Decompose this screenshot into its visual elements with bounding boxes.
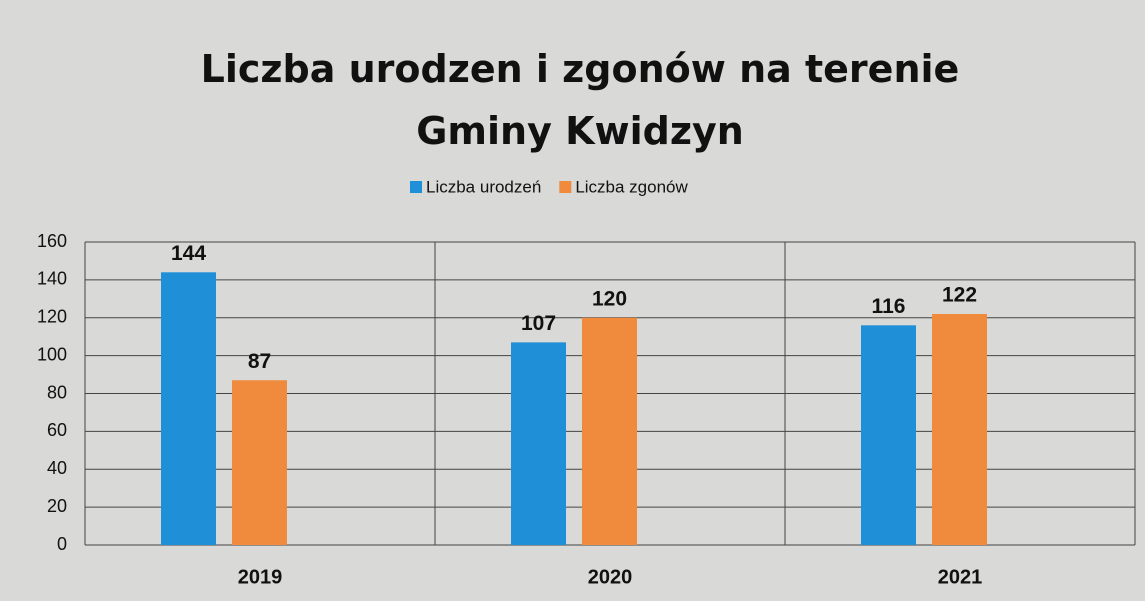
bar xyxy=(582,317,637,545)
bar xyxy=(932,313,987,545)
y-tick-label: 100 xyxy=(37,344,67,364)
y-tick-label: 120 xyxy=(37,307,67,327)
data-label: 116 xyxy=(872,295,906,318)
chart-title: Liczba urodzen i zgonów na terenie Gminy… xyxy=(200,47,960,153)
legend-swatch xyxy=(559,181,572,193)
x-tick-label: 2021 xyxy=(938,566,983,588)
data-label: 107 xyxy=(521,312,556,335)
x-tick-label: 2019 xyxy=(238,566,283,588)
y-tick-label: 80 xyxy=(47,382,67,402)
data-label: 144 xyxy=(171,242,206,265)
y-tick-label: 0 xyxy=(57,534,67,554)
x-tick-label: 2020 xyxy=(588,566,633,588)
y-tick-label: 20 xyxy=(47,496,67,516)
legend-swatch xyxy=(410,181,422,193)
bar xyxy=(511,342,566,545)
y-tick-label: 140 xyxy=(37,269,67,289)
data-label: 120 xyxy=(592,287,627,310)
data-label: 87 xyxy=(248,350,271,373)
legend-label: Liczba urodzeń xyxy=(426,177,541,196)
bar xyxy=(232,380,287,545)
data-label: 122 xyxy=(942,284,977,307)
legend-label: Liczba zgonów xyxy=(575,177,688,196)
bar xyxy=(861,325,916,545)
y-tick-label: 40 xyxy=(47,458,67,478)
bar xyxy=(161,272,216,545)
y-tick-label: 60 xyxy=(47,420,67,440)
y-tick-label: 160 xyxy=(37,231,67,251)
